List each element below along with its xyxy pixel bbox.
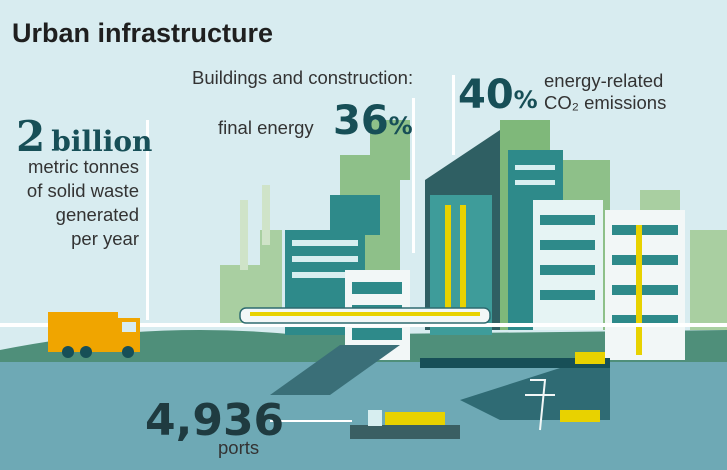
- co2-leader-line: [452, 75, 455, 155]
- harbour: [270, 345, 610, 439]
- elevated-railway: [0, 307, 727, 327]
- waste-description: metric tonnes of solid waste generated p…: [27, 155, 139, 251]
- ports-number: 4,936: [145, 395, 285, 446]
- percent-sign: %: [513, 86, 538, 114]
- final-energy-number: 36: [333, 98, 389, 144]
- waste-line: per year: [71, 228, 139, 249]
- waste-line: generated: [55, 204, 139, 225]
- water: [0, 362, 727, 470]
- final-energy-value: 36%: [333, 98, 413, 144]
- buildings-construction-label: Buildings and construction:: [192, 67, 414, 88]
- waste-number: 2: [16, 112, 46, 161]
- page-title: Urban infrastructure: [12, 18, 274, 48]
- energy-leader-line: [412, 98, 415, 253]
- co2-number: 40: [458, 72, 514, 118]
- co2-label-line2: CO₂ emissions: [544, 92, 667, 113]
- waste-amount: 2 billion: [16, 112, 152, 161]
- garbage-truck: [48, 312, 140, 358]
- percent-sign: %: [388, 112, 413, 140]
- waste-line: of solid waste: [26, 180, 139, 201]
- waste-leader-line: [146, 120, 149, 320]
- co2-value: 40%: [458, 72, 538, 118]
- co2-label: energy-related CO₂ emissions: [544, 70, 666, 114]
- ports-leader-line: [270, 420, 352, 422]
- co2-label-line1: energy-related: [544, 70, 664, 91]
- final-energy-label: final energy: [218, 117, 314, 138]
- waste-line: metric tonnes: [27, 156, 139, 177]
- ports-label: ports: [218, 437, 260, 458]
- waste-unit: billion: [51, 125, 153, 158]
